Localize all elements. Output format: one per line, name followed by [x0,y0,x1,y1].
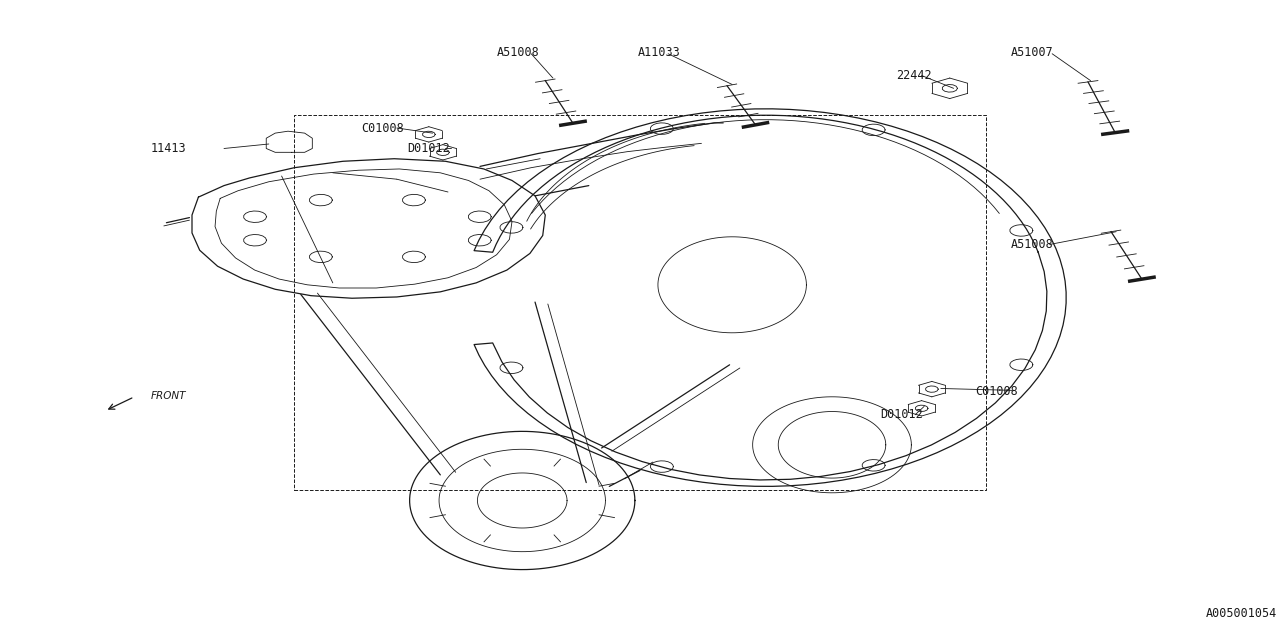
Text: A51008: A51008 [497,46,539,59]
Text: 22442: 22442 [896,69,932,82]
Text: C01008: C01008 [975,385,1018,398]
Text: 11413: 11413 [151,142,187,155]
Text: A11033: A11033 [637,46,680,59]
Text: A51008: A51008 [1011,238,1053,251]
Text: A51007: A51007 [1011,46,1053,59]
Text: FRONT: FRONT [151,390,187,401]
Text: D01012: D01012 [407,142,449,155]
Text: A005001054: A005001054 [1206,607,1277,620]
Text: D01012: D01012 [881,408,923,421]
Text: C01008: C01008 [361,122,403,134]
